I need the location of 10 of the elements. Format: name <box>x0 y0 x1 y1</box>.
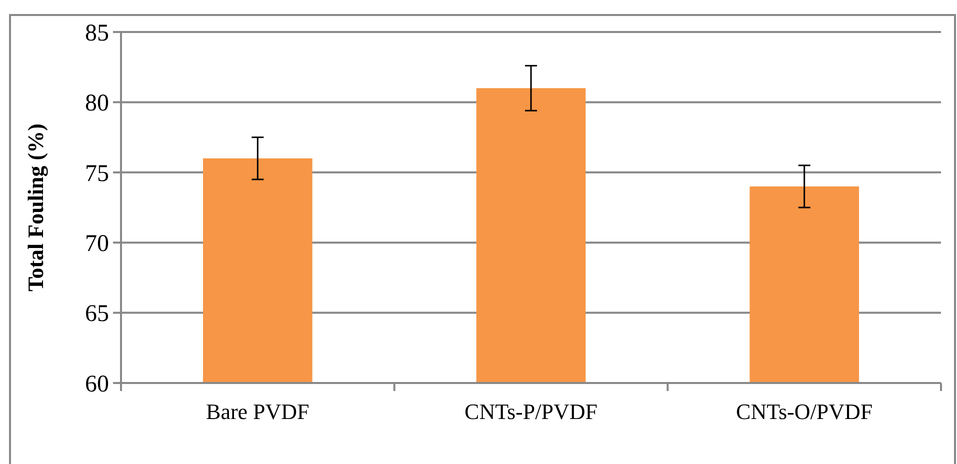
y-tick-label: 85 <box>85 20 109 46</box>
y-tick-label: 80 <box>85 90 109 117</box>
y-tick-label: 75 <box>85 160 109 187</box>
y-axis-title: Total Fouling (%) <box>23 124 48 292</box>
y-tick-label: 65 <box>85 301 109 328</box>
x-tick-label: Bare PVDF <box>206 399 310 424</box>
x-tick-label: CNTs-P/PVDF <box>464 399 598 424</box>
y-tick-label: 70 <box>85 231 109 257</box>
x-tick-label: CNTs-O/PVDF <box>736 399 873 424</box>
y-tick-label: 60 <box>85 371 109 398</box>
